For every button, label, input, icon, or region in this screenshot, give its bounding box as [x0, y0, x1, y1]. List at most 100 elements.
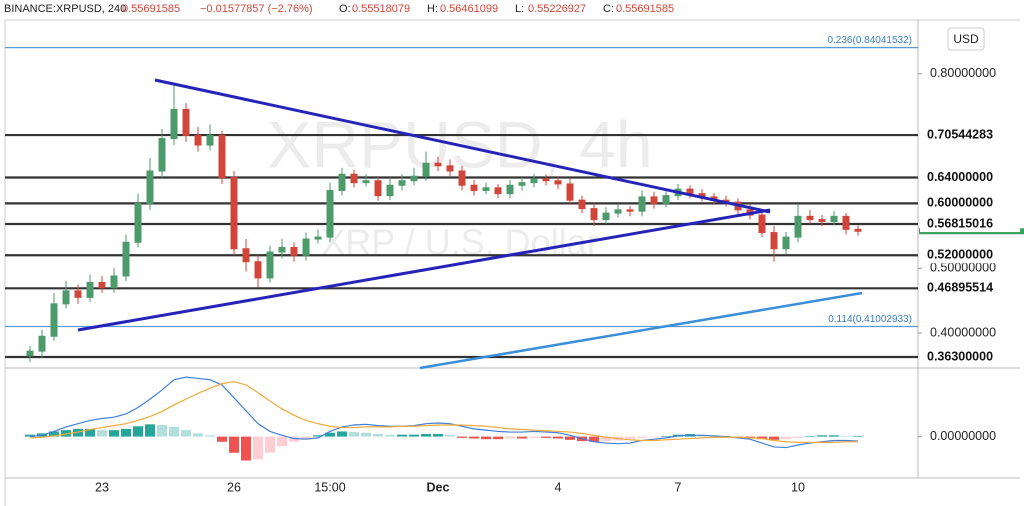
x-tick-label: 15:00 — [314, 480, 345, 494]
candle-body — [758, 214, 766, 234]
x-tick-label: 26 — [227, 480, 241, 494]
macd-histogram-bar — [49, 431, 59, 437]
candle-body — [122, 241, 130, 277]
macd-histogram-bar — [325, 432, 335, 437]
macd-histogram-bar — [121, 428, 131, 437]
candle-body — [830, 215, 838, 223]
macd-histogram-bar — [481, 436, 491, 440]
trend-line — [77, 208, 771, 332]
candle-body — [806, 215, 814, 221]
candle-body — [446, 165, 454, 172]
macd-histogram-bar — [565, 436, 575, 440]
candle-body — [842, 215, 850, 230]
macd-histogram-bar — [553, 436, 563, 439]
macd-histogram-bar — [253, 436, 263, 460]
macd-histogram-bar — [421, 434, 431, 437]
candle-body — [554, 180, 562, 185]
y-tick-label: 0.80000000 — [930, 66, 996, 80]
level-label: 0.56815016 — [927, 216, 993, 230]
candle-body — [398, 180, 406, 186]
trend-line — [154, 78, 771, 214]
macd-histogram-bar — [265, 436, 275, 453]
macd-histogram-bar — [589, 436, 599, 442]
x-tick-label: Dec — [427, 480, 450, 494]
candle-body — [590, 208, 598, 221]
macd-histogram-bar — [649, 436, 659, 438]
currency-label: USD — [953, 32, 979, 46]
currency-button[interactable] — [947, 27, 985, 51]
candle-body — [218, 134, 226, 178]
candle-body — [518, 182, 526, 186]
x-tick-label: 10 — [791, 480, 805, 494]
macd-histogram-bar — [805, 435, 815, 437]
macd-histogram-bar — [817, 435, 827, 437]
candle-body — [374, 180, 382, 197]
macd-histogram-bar — [409, 434, 419, 437]
level-label-box — [920, 348, 1020, 365]
level-label: 0.70544283 — [927, 127, 993, 141]
macd-signal — [29, 381, 858, 444]
candle-body — [386, 184, 394, 197]
candle-body — [662, 195, 670, 204]
macd-histogram-bar — [301, 436, 311, 440]
watermark-subtitle: XRP / U.S. Dollar — [321, 222, 598, 263]
macd-histogram-bar — [205, 435, 215, 437]
level-label: 0.52000000 — [927, 248, 993, 262]
level-label: 0.64000000 — [927, 170, 993, 184]
candle-body — [290, 246, 298, 256]
macd-histogram-bar — [97, 430, 107, 437]
level-label-box — [920, 169, 1020, 186]
macd-histogram-bar — [745, 436, 755, 438]
macd-histogram-bar — [793, 436, 803, 438]
macd-histogram-bar — [277, 436, 287, 447]
y-tick-label: 0.50000000 — [930, 260, 996, 274]
candle-body — [338, 173, 346, 191]
candle-body — [410, 175, 418, 182]
macd-histogram-bar — [637, 436, 647, 438]
level-label-box — [920, 247, 1020, 264]
candle-body — [74, 290, 82, 298]
candle-body — [770, 232, 778, 250]
macd-histogram-bar — [469, 436, 479, 439]
candle-body — [98, 281, 106, 289]
candle-body — [146, 170, 154, 204]
candle-body — [494, 187, 502, 195]
macd-histogram-bar — [445, 434, 455, 437]
candle-body — [134, 202, 142, 243]
candle-body — [266, 251, 274, 279]
candle-body — [614, 209, 622, 214]
candle-body — [350, 173, 358, 184]
candle-body — [794, 215, 802, 238]
macd-line — [29, 376, 859, 449]
candle-body — [170, 108, 178, 140]
level-label-box — [920, 195, 1020, 212]
candle-body — [482, 187, 490, 191]
levels — [5, 46, 918, 359]
macd-histogram-bar — [241, 436, 251, 461]
x-tick-label: 7 — [675, 480, 682, 494]
header-text: BINANCE:XRPUSD, 240 — [4, 3, 126, 15]
macd-histogram-bar — [517, 436, 527, 439]
macd-histogram-bar — [829, 435, 839, 437]
candle-body — [326, 189, 334, 238]
macd-histogram-bar — [505, 436, 515, 439]
macd-histogram-bar — [109, 430, 119, 437]
level-label-box — [920, 127, 1020, 144]
macd-tick-label: 0.00000000 — [930, 429, 996, 443]
x-tick-label: 4 — [555, 480, 562, 494]
candle-body — [278, 246, 286, 253]
macd-histogram-bar — [313, 435, 323, 437]
macd-histogram-bar — [457, 436, 467, 438]
candle-body — [314, 236, 322, 240]
macd-histogram-bar — [193, 433, 203, 437]
ohlc-value: 0.56461099 — [440, 3, 498, 15]
macd-histogram-bar — [133, 426, 143, 437]
macd-histogram-bar — [145, 424, 155, 437]
candle-body — [578, 199, 586, 210]
candle-body — [182, 108, 190, 136]
macd-histogram-bar — [349, 432, 359, 437]
macd-histogram-bar — [361, 432, 371, 437]
candle-body — [362, 180, 370, 184]
candle-body — [638, 196, 646, 212]
